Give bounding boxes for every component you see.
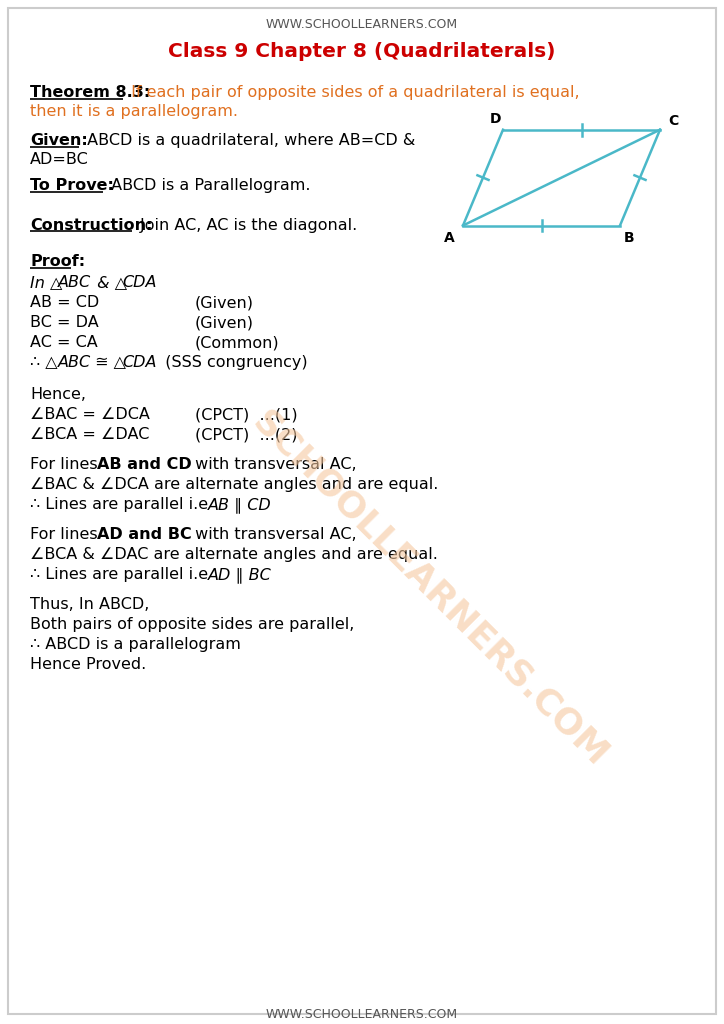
Text: Both pairs of opposite sides are parallel,: Both pairs of opposite sides are paralle…	[30, 616, 354, 632]
Text: In △: In △	[30, 275, 62, 291]
Text: AD and BC: AD and BC	[97, 527, 192, 542]
Text: Given:: Given:	[30, 133, 88, 147]
Text: C: C	[668, 114, 678, 128]
Text: ABCD is a Parallelogram.: ABCD is a Parallelogram.	[106, 177, 311, 193]
Text: CDA: CDA	[122, 275, 156, 291]
Text: AD=BC: AD=BC	[30, 152, 89, 167]
Text: ABC: ABC	[58, 275, 91, 291]
Text: To Prove:: To Prove:	[30, 177, 114, 193]
Text: WWW.SCHOOLLEARNERS.COM: WWW.SCHOOLLEARNERS.COM	[266, 18, 458, 31]
Text: Hence,: Hence,	[30, 387, 86, 402]
Text: Proof:: Proof:	[30, 254, 85, 269]
Text: (Given): (Given)	[195, 315, 254, 331]
Text: AD ∥ BC: AD ∥ BC	[208, 566, 272, 583]
Text: AB ∥ CD: AB ∥ CD	[208, 497, 272, 513]
Text: ∴ Lines are parallel i.e: ∴ Lines are parallel i.e	[30, 566, 214, 582]
Text: (CPCT)  ...(2): (CPCT) ...(2)	[195, 427, 298, 442]
Text: AC = CA: AC = CA	[30, 335, 98, 350]
Text: (CPCT)  ...(1): (CPCT) ...(1)	[195, 408, 298, 422]
Text: Join AC, AC is the diagonal.: Join AC, AC is the diagonal.	[135, 217, 357, 232]
Text: B: B	[624, 231, 635, 246]
Text: ∠BAC & ∠DCA are alternate angles and are equal.: ∠BAC & ∠DCA are alternate angles and are…	[30, 477, 438, 492]
Text: ABC: ABC	[58, 355, 91, 371]
Text: then it is a parallelogram.: then it is a parallelogram.	[30, 103, 238, 119]
Text: Hence Proved.: Hence Proved.	[30, 656, 146, 672]
Text: Theorem 8.3:: Theorem 8.3:	[30, 85, 151, 99]
Text: A: A	[445, 231, 455, 246]
Text: (SSS congruency): (SSS congruency)	[155, 355, 308, 371]
Text: ≅ △: ≅ △	[90, 355, 126, 371]
Text: (Common): (Common)	[195, 335, 279, 350]
Text: ABCD is a quadrilateral, where AB=CD &: ABCD is a quadrilateral, where AB=CD &	[82, 133, 416, 147]
Text: (Given): (Given)	[195, 295, 254, 310]
Text: ∠BCA = ∠DAC: ∠BCA = ∠DAC	[30, 427, 149, 442]
Text: D: D	[489, 112, 501, 126]
Text: ∴ △: ∴ △	[30, 355, 57, 371]
Text: For lines: For lines	[30, 457, 103, 472]
Text: Class 9 Chapter 8 (Quadrilaterals): Class 9 Chapter 8 (Quadrilaterals)	[168, 42, 556, 60]
Text: WWW.SCHOOLLEARNERS.COM: WWW.SCHOOLLEARNERS.COM	[266, 1008, 458, 1021]
Text: ∴ Lines are parallel i.e: ∴ Lines are parallel i.e	[30, 497, 214, 512]
Text: Thus, In ABCD,: Thus, In ABCD,	[30, 597, 149, 611]
Text: with transversal AC,: with transversal AC,	[190, 527, 357, 542]
Text: ∠BAC = ∠DCA: ∠BAC = ∠DCA	[30, 408, 150, 422]
Text: Construction:: Construction:	[30, 217, 153, 232]
Text: ∴ ABCD is a parallelogram: ∴ ABCD is a parallelogram	[30, 637, 241, 651]
Text: AB = CD: AB = CD	[30, 295, 99, 310]
Text: BC = DA: BC = DA	[30, 315, 98, 331]
Text: ∠BCA & ∠DAC are alternate angles and are equal.: ∠BCA & ∠DAC are alternate angles and are…	[30, 547, 438, 562]
Text: If each pair of opposite sides of a quadrilateral is equal,: If each pair of opposite sides of a quad…	[126, 85, 580, 99]
Text: SCHOOLLEARNERS.COM: SCHOOLLEARNERS.COM	[246, 404, 614, 773]
Text: CDA: CDA	[122, 355, 156, 371]
Text: & △: & △	[92, 275, 127, 291]
Text: For lines: For lines	[30, 527, 103, 542]
Text: AB and CD: AB and CD	[97, 457, 192, 472]
Text: with transversal AC,: with transversal AC,	[190, 457, 357, 472]
